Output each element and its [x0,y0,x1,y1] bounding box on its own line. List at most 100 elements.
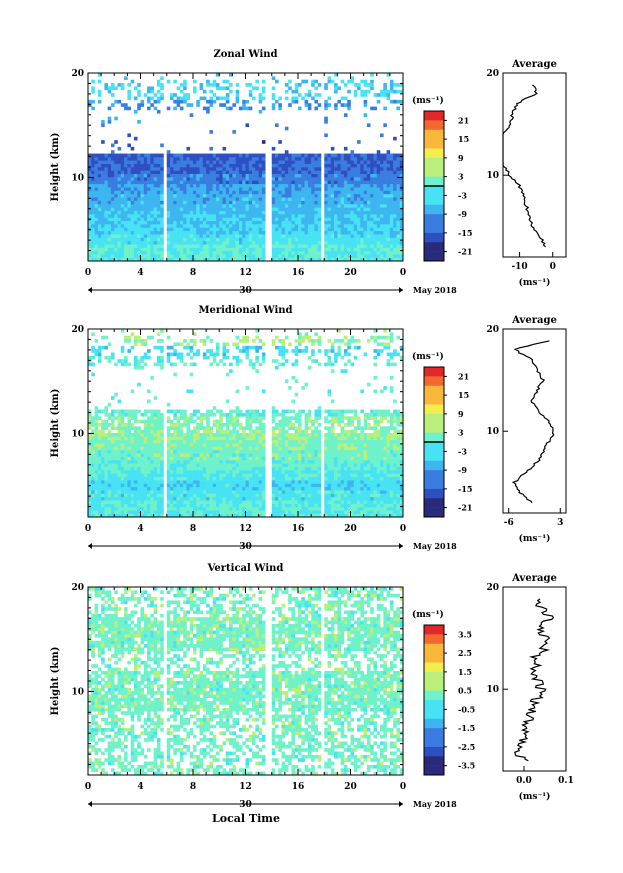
heatmap-cell [170,227,174,232]
heatmap-cell [225,459,230,464]
heatmap-cell [334,510,338,514]
heatmap-cell [170,480,174,484]
heatmap-cell [183,183,187,188]
heatmap-cell [170,466,174,471]
heatmap-cell [314,234,318,238]
colorbar-segment [424,120,444,131]
heatmap-cell [114,500,118,504]
heatmap-cell [120,190,125,195]
heatmap-cell [238,180,243,185]
heatmap-cell [334,183,338,188]
heatmap-cell [278,237,282,242]
heatmap-cell [275,510,279,514]
heatmap-cell [173,177,177,181]
heatmap-cell [176,240,181,245]
heatmap-cell [173,473,177,478]
heatmap-cell [229,250,233,255]
heatmap-cell [189,463,194,467]
heatmap-cell [396,160,401,164]
heatmap-cell [245,167,250,171]
heatmap-cell [97,156,102,161]
heatmap-cell [311,96,315,101]
heatmap-cell [337,500,341,504]
heatmap-cell [120,160,125,164]
heatmap-cell [150,173,154,178]
heatmap-cell [242,476,246,481]
heatmap-cell [173,250,177,255]
heatmap-cell [104,173,108,178]
heatmap-cell [281,180,286,185]
heatmap-cell [202,224,207,228]
heatmap-cell [327,493,332,498]
heatmap-cell [202,500,207,504]
heatmap-cell [284,96,289,101]
heatmap-cell [396,193,401,198]
heatmap-cell [255,167,259,171]
heatmap-cell [343,96,348,101]
heatmap-cell [212,207,217,211]
heatmap-cell [137,197,141,201]
heatmap-cell [242,480,246,484]
heatmap-cell [232,476,236,481]
heatmap-cell [88,170,92,175]
heatmap-cell [173,220,177,225]
heatmap-cell [199,470,204,474]
heatmap-cell [219,173,223,178]
heatmap-cell [104,247,108,252]
heatmap-cell [284,210,289,215]
heatmap-cell [343,257,348,262]
heatmap-cell [170,167,174,171]
heatmap-cell [334,227,338,232]
heatmap-cell [219,247,223,252]
heatmap-cell [258,180,263,185]
heatmap-cell [114,510,118,514]
heatmap-cell [275,193,279,198]
heatmap-cell [261,247,266,252]
heatmap-cell [337,99,341,104]
heatmap-cell [330,503,335,508]
heatmap-cell [229,257,233,262]
heatmap-cell [337,227,341,232]
heatmap-cell [248,177,253,181]
heatmap-cell [147,473,151,478]
heatmap-cell [288,163,292,168]
heatmap-cell [380,173,384,178]
heatmap-cell [330,156,335,161]
heatmap-cell [373,160,378,164]
heatmap-cell [252,234,256,238]
heatmap-cell [261,220,266,225]
heatmap-cell [271,86,276,91]
heatmap-cell [153,197,158,201]
heatmap-cell [94,197,99,201]
heatmap-cell [222,493,227,498]
heatmap-cell [311,503,315,508]
heatmap-cell [330,513,335,518]
heatmap-cell [284,234,289,238]
heatmap-cell [120,193,125,198]
heatmap-cell [363,163,368,168]
heatmap-cell [104,257,108,262]
heatmap-cell [383,254,387,258]
heatmap-cell [278,247,282,252]
heatmap-cell [347,187,351,191]
heatmap-cell [389,173,394,178]
heatmap-cell [212,470,217,474]
heatmap-cell [373,93,378,97]
heatmap-cell [235,190,240,195]
heatmap-cell [117,463,122,467]
heatmap-cell [140,483,145,488]
heatmap-cell [347,247,351,252]
heatmap-cell [271,163,276,168]
heatmap-cell [127,187,131,191]
heatmap-cell [281,173,286,178]
heatmap-cell [301,476,305,481]
heatmap-cell [389,83,394,87]
heatmap-cell [166,153,171,158]
heatmap-cell [278,490,282,494]
heatmap-cell [147,463,151,467]
heatmap-cell [380,89,384,94]
heatmap-cell [317,180,322,185]
heatmap-cell [294,170,299,175]
heatmap-cell [229,153,233,158]
heatmap-cell [275,190,279,195]
